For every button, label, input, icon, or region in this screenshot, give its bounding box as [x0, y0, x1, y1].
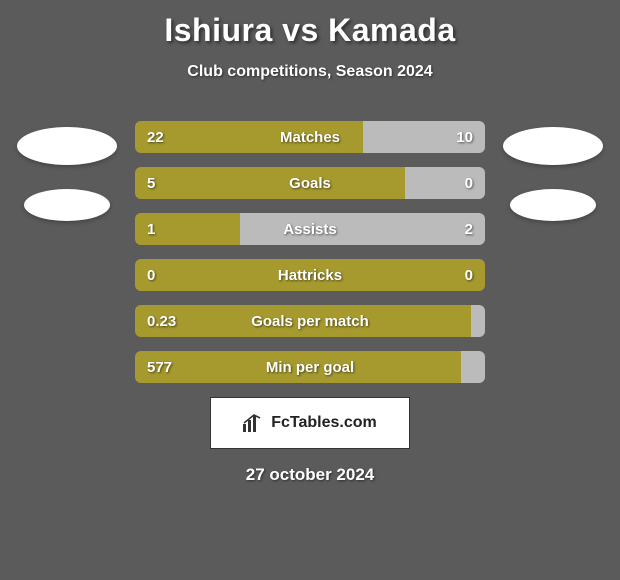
stat-row: 50Goals: [135, 167, 485, 199]
brand-text: FcTables.com: [271, 414, 377, 432]
brand-tag: FcTables.com: [210, 397, 410, 449]
bar-right: [461, 351, 486, 383]
bar-left: [135, 213, 240, 245]
team-left-avatar: [24, 189, 110, 221]
player-left-avatar: [17, 127, 117, 165]
subtitle: Club competitions, Season 2024: [0, 63, 620, 81]
bar-right: [363, 121, 486, 153]
date: 27 october 2024: [0, 465, 620, 485]
comparison-grid: 2210Matches 50Goals 12Assists 00Hattricks 0.…: [0, 121, 620, 383]
stat-row: 00Hattricks: [135, 259, 485, 291]
bar-left: [135, 259, 485, 291]
stat-row: 2210Matches: [135, 121, 485, 153]
bar-right: [405, 167, 486, 199]
stat-row: 577Min per goal: [135, 351, 485, 383]
stat-row: 12Assists: [135, 213, 485, 245]
bar-left: [135, 167, 405, 199]
bar-left: [135, 305, 471, 337]
comparison-infographic: Ishiura vs Kamada Club competitions, Sea…: [0, 0, 620, 580]
left-avatar-col: [17, 121, 117, 221]
stat-row: 0.23Goals per match: [135, 305, 485, 337]
bar-right: [471, 305, 485, 337]
brand-icon: [243, 414, 265, 432]
stat-bars: 2210Matches 50Goals 12Assists 00Hattricks 0.…: [135, 121, 485, 383]
player-right-avatar: [503, 127, 603, 165]
bar-right: [240, 213, 485, 245]
bar-left: [135, 121, 363, 153]
right-avatar-col: [503, 121, 603, 221]
page-title: Ishiura vs Kamada: [0, 12, 620, 49]
bar-left: [135, 351, 461, 383]
team-right-avatar: [510, 189, 596, 221]
